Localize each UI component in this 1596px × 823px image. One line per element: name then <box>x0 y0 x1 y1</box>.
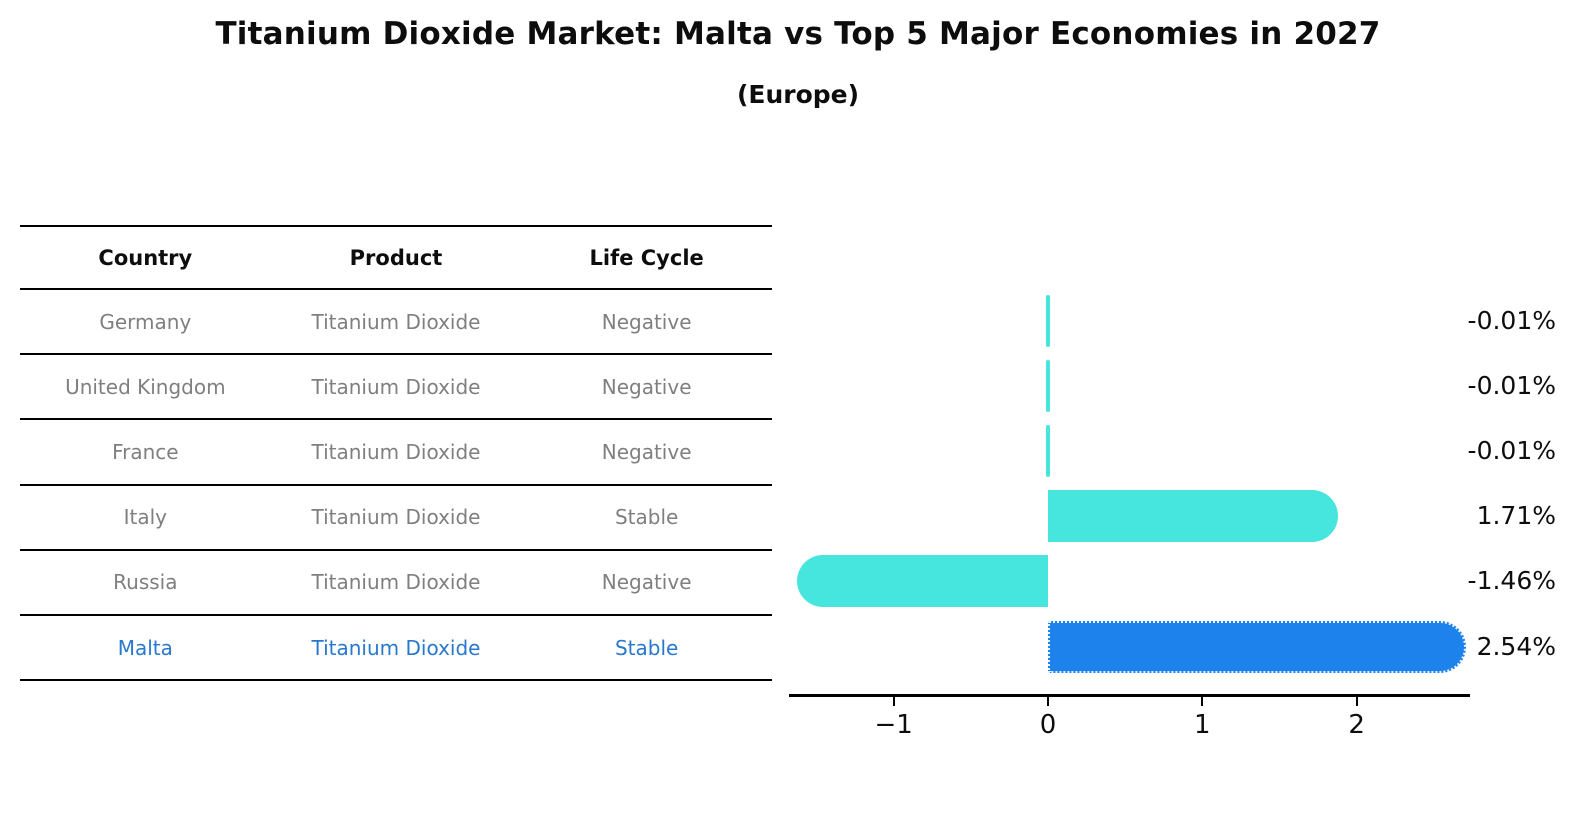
column-header-lifecycle: Life Cycle <box>589 245 704 270</box>
x-axis-tick <box>892 697 895 706</box>
x-axis-tick <box>1047 697 1049 706</box>
cell-country: Russia <box>113 570 178 595</box>
table-row: Italy Titanium Dioxide Stable <box>20 486 772 551</box>
bar-germany <box>1046 294 1050 347</box>
cell-country: Malta <box>117 635 173 660</box>
bar-value-label: 2.54% <box>1476 631 1556 661</box>
cell-product: Titanium Dioxide <box>311 505 481 530</box>
cell-product: Titanium Dioxide <box>311 570 481 595</box>
cell-lifecycle: Negative <box>601 570 692 595</box>
cell-product: Titanium Dioxide <box>311 439 481 464</box>
table-row: United Kingdom Titanium Dioxide Negative <box>20 355 772 421</box>
bar-france <box>1046 425 1050 477</box>
x-axis-tick-label: 2 <box>1348 710 1365 740</box>
table-row: Germany Titanium Dioxide Negative <box>20 290 772 356</box>
cell-lifecycle: Stable <box>614 635 679 660</box>
page-subtitle: (Europe) <box>736 80 860 109</box>
bar-value-label: -0.01% <box>1467 305 1556 335</box>
bar-italy <box>1048 490 1338 543</box>
x-axis-tick <box>1201 697 1204 706</box>
cell-country: Germany <box>99 309 192 334</box>
x-axis-tick-label: 1 <box>1194 710 1211 740</box>
page-title: Titanium Dioxide Market: Malta vs Top 5 … <box>215 16 1381 52</box>
table-row: Russia Titanium Dioxide Negative <box>20 551 772 616</box>
x-axis-tick-label: 0 <box>1039 710 1057 740</box>
cell-product: Titanium Dioxide <box>311 309 481 334</box>
table-body: Germany Titanium Dioxide Negative United Ki… <box>20 290 772 682</box>
table-row: France Titanium Dioxide Negative <box>20 420 772 486</box>
bar-malta <box>1048 620 1466 673</box>
x-axis-tick-label: −1 <box>874 710 913 740</box>
table-row: Malta Titanium Dioxide Stable <box>20 616 772 682</box>
x-axis <box>789 694 1470 697</box>
column-header-product: Product <box>349 245 443 270</box>
cell-country: Italy <box>123 505 168 530</box>
cell-lifecycle: Negative <box>601 309 692 334</box>
bar-value-label: -0.01% <box>1467 370 1556 400</box>
cell-lifecycle: Negative <box>601 439 692 464</box>
table-header-row: Country Product Life Cycle <box>20 227 772 290</box>
bar-russia <box>796 555 1048 608</box>
cell-product: Titanium Dioxide <box>311 374 481 399</box>
cell-country: United Kingdom <box>65 374 226 399</box>
cell-product: Titanium Dioxide <box>311 635 481 660</box>
bar-united-kingdom <box>1046 359 1050 412</box>
bar-value-label: -0.01% <box>1467 436 1556 465</box>
cell-lifecycle: Negative <box>601 374 692 399</box>
cell-lifecycle: Stable <box>614 505 679 530</box>
bar-value-label: -1.46% <box>1467 566 1556 596</box>
country-table: Country Product Life Cycle Germany Titani… <box>20 225 772 682</box>
bar-value-label: 1.71% <box>1476 501 1556 531</box>
x-axis-tick <box>1355 697 1358 706</box>
cell-country: France <box>112 439 179 464</box>
column-header-country: Country <box>98 245 193 270</box>
